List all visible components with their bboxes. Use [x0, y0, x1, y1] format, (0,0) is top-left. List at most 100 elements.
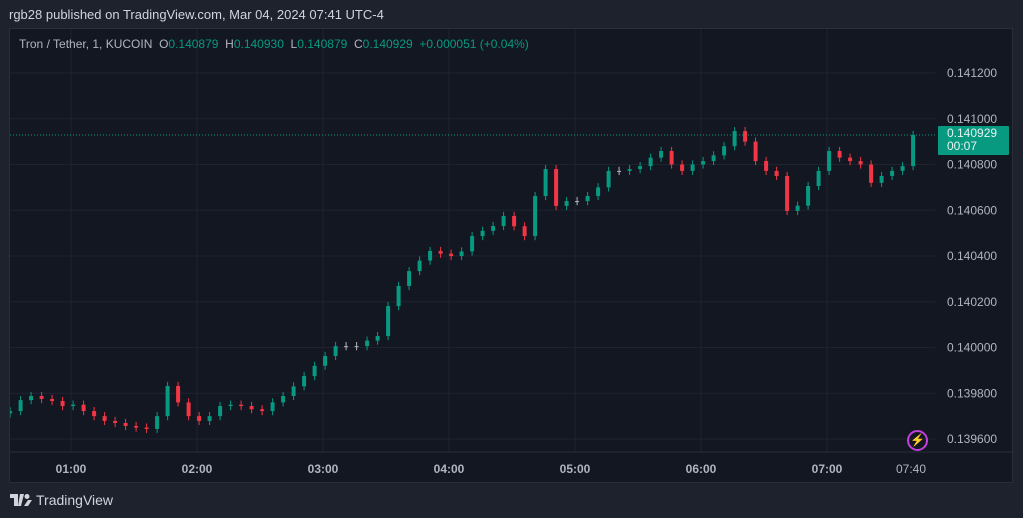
candle-body [543, 169, 548, 197]
open-value: 0.140879 [168, 37, 219, 51]
candle-body [386, 306, 391, 337]
candle-body [102, 416, 107, 421]
candle-body [312, 365, 317, 377]
y-tick-label: 0.140200 [947, 295, 997, 309]
x-tick-label: 02:00 [182, 462, 213, 476]
x-tick-label: 05:00 [560, 462, 591, 476]
candle-body [795, 205, 800, 211]
candle-body [491, 226, 496, 231]
candle-body [428, 250, 433, 261]
candle-body [396, 285, 401, 307]
candle-body [858, 161, 863, 165]
low-label: L [290, 37, 298, 51]
candle-body [596, 187, 601, 197]
x-tick-label: 03:00 [308, 462, 339, 476]
candle-body [501, 215, 506, 227]
y-tick-label: 0.139600 [947, 432, 997, 446]
candle-body [344, 346, 349, 348]
last-price-tag: 0.140929 00:07 [938, 125, 1009, 155]
open-label: O [159, 37, 169, 51]
high-value: 0.140930 [233, 37, 284, 51]
candle-body [879, 175, 884, 183]
candle-body [480, 230, 485, 237]
y-tick-label: 0.140000 [947, 341, 997, 355]
candle-body [554, 169, 559, 206]
candle-body [165, 385, 170, 417]
candle-body [29, 395, 34, 401]
candle-body [869, 164, 874, 183]
candle-body [333, 346, 338, 356]
candle-body [134, 425, 139, 428]
candle-body [155, 416, 160, 429]
x-tick-label: 07:00 [812, 462, 843, 476]
y-tick-label: 0.141200 [947, 66, 997, 80]
candle-body [911, 134, 916, 167]
y-tick-label: 0.139800 [947, 386, 997, 400]
candle-body [890, 170, 895, 176]
candle-body [417, 260, 422, 272]
candle-body [438, 250, 443, 254]
x-tick-label: 04:00 [434, 462, 465, 476]
candle-body [459, 251, 464, 256]
candle-body [785, 175, 790, 211]
candle-body [711, 155, 716, 162]
chart-frame[interactable]: 0.141200 0.141000 0.140800 0.140600 0.140400… [9, 28, 1014, 484]
candle-body [575, 201, 580, 203]
price-chart[interactable]: 0.141200 0.141000 0.140800 0.140600 0.140400… [10, 29, 1014, 484]
candle-body [900, 166, 905, 171]
last-price: 0.140929 [947, 125, 998, 140]
candle-body [207, 416, 212, 421]
low-value: 0.140879 [297, 37, 348, 51]
candle-body [690, 164, 695, 171]
published-caption: rgb28 published on TradingView.com, Mar … [9, 7, 384, 22]
candle-body [816, 170, 821, 187]
candle-body [50, 398, 55, 402]
candle-body [270, 402, 275, 412]
candle-body [680, 164, 685, 171]
brand-name: TradingView [36, 492, 114, 508]
x-tick-label: 07:40 [896, 462, 926, 476]
candle-body [249, 406, 254, 410]
candle-body [827, 151, 832, 171]
candle-body [617, 170, 622, 172]
candle-body [627, 169, 632, 171]
candle-body [323, 355, 328, 366]
candle-body [449, 253, 454, 256]
candle-body [659, 151, 664, 158]
candle-body [669, 151, 674, 165]
ohlc-legend: Tron / Tether, 1, KUCOIN O0.140879 H0.14… [19, 37, 529, 51]
candle-body [764, 161, 769, 171]
tv-logo-icon [10, 494, 32, 506]
candle-body [848, 157, 853, 162]
candle-body [522, 226, 527, 237]
change-value: +0.000051 (+0.04%) [419, 37, 529, 51]
candle-body [533, 196, 538, 237]
candle-body [732, 131, 737, 147]
candle-body [144, 427, 149, 429]
candle-body [10, 411, 13, 414]
candle-body [837, 151, 842, 158]
candle-body [648, 157, 653, 167]
candle-body [291, 386, 296, 396]
candle-body [239, 404, 244, 407]
candle-body [39, 395, 44, 399]
bar-countdown: 00:07 [947, 138, 978, 153]
candle-body [71, 404, 76, 407]
candle-body [302, 376, 307, 387]
lightning-icon[interactable]: ⚡ [907, 430, 928, 451]
candle-body [743, 131, 748, 142]
candle-body [407, 271, 412, 286]
candle-body [18, 400, 23, 412]
candle-body [606, 170, 611, 188]
x-tick-label: 01:00 [56, 462, 87, 476]
candle-body [354, 346, 359, 348]
candle-body [375, 336, 380, 341]
candle-body [60, 401, 65, 407]
candle-body [260, 409, 265, 412]
tradingview-logo[interactable]: TradingView [10, 492, 113, 508]
x-tick-label: 06:00 [686, 462, 717, 476]
y-tick-label: 0.140800 [947, 158, 997, 172]
candle-body [806, 186, 811, 206]
candle-body [365, 340, 370, 347]
candle-body [228, 404, 233, 407]
